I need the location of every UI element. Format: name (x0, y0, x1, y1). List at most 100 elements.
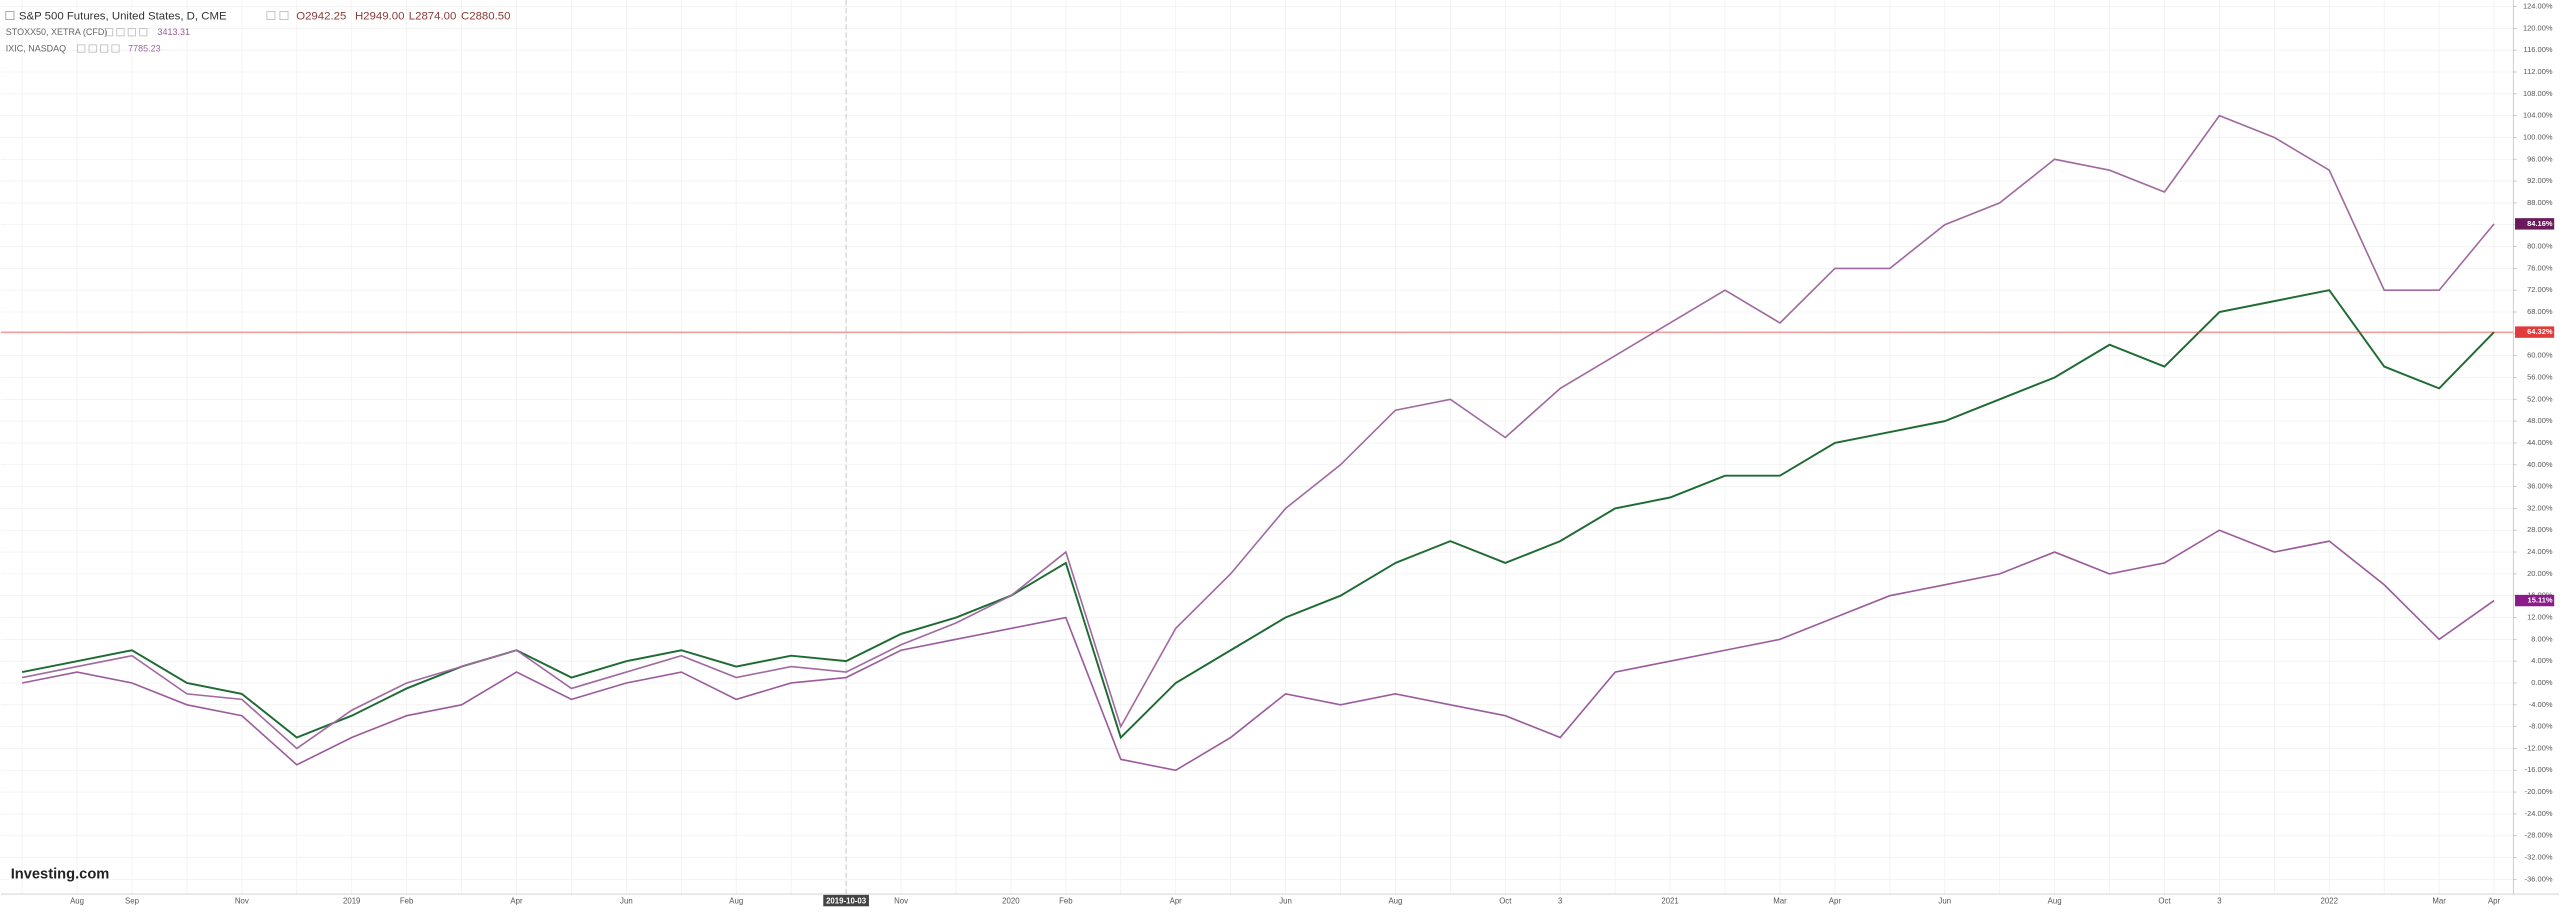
x-tick-label: Aug (1388, 896, 1402, 905)
x-tick-label: 2021 (1661, 896, 1678, 905)
icon[interactable] (100, 44, 109, 53)
icon[interactable] (88, 44, 97, 53)
x-tick-label: Apr (510, 896, 523, 905)
x-tick-label: Mar (2432, 896, 2446, 905)
y-tick-label: 0.00% (2531, 678, 2553, 687)
ohlc: H2949.00 (355, 10, 404, 22)
ohlc: C2880.50 (461, 10, 510, 22)
icon[interactable] (127, 28, 136, 37)
price-badge-label: 64.32% (2527, 327, 2553, 336)
y-tick-label: 44.00% (2527, 438, 2553, 447)
crosshair-label-bg (823, 894, 869, 907)
legend-series: IXIC, NASDAQ (6, 43, 66, 53)
x-tick-label: Apr (2488, 896, 2501, 905)
y-tick-label: -28.00% (2525, 831, 2553, 840)
x-tick-label: Nov (894, 896, 908, 905)
y-tick-label: -4.00% (2529, 700, 2553, 709)
x-tick-label: Feb (1059, 896, 1073, 905)
y-tick-label: -16.00% (2525, 765, 2553, 774)
y-tick-label: -32.00% (2525, 853, 2553, 862)
x-tick-label: Jun (620, 896, 633, 905)
icon[interactable] (139, 28, 148, 37)
x-tick-label: Sep (125, 896, 140, 905)
y-tick-label: 36.00% (2527, 482, 2553, 491)
y-tick-label: 32.00% (2527, 503, 2553, 512)
price-badge-label: 15.11% (2528, 596, 2553, 605)
x-axis: Aug Sep Nov 2019 Feb Apr Jun Aug 2019-10-03 Nov 20… (70, 894, 2501, 907)
y-tick-label: -36.00% (2525, 874, 2553, 883)
series-line (21, 289, 2495, 740)
icon[interactable] (266, 11, 276, 20)
series-line (21, 529, 2495, 772)
icon[interactable] (77, 44, 86, 53)
x-tick-label: Aug (2048, 896, 2062, 905)
y-tick-label: 108.00% (2523, 89, 2553, 98)
y-tick-label: 28.00% (2527, 525, 2553, 534)
y-tick-label: 12.00% (2527, 613, 2553, 622)
last-price: 3413.31 (158, 27, 190, 37)
x-tick-label: 3 (2217, 896, 2222, 905)
logo: Investing.com (11, 866, 110, 882)
price-badge (2515, 594, 2555, 607)
last-price: 7785.23 (128, 43, 160, 53)
series-line (21, 114, 2495, 750)
y-axis: -36.00% -32.00% -28.00% -24.00% -20.00% -16.0… (2513, 2, 2555, 883)
y-tick-label: 60.00% (2527, 351, 2553, 360)
legend-main: S&P 500 Futures, United States, D, CME (19, 10, 227, 22)
x-tick-label: Jun (1279, 896, 1292, 905)
grid (0, 0, 2514, 895)
price-badge (2515, 326, 2555, 338)
y-tick-label: -8.00% (2529, 722, 2553, 731)
price-badge (2515, 218, 2555, 230)
y-tick-label: 20.00% (2527, 569, 2553, 578)
y-tick-label: -12.00% (2525, 743, 2553, 752)
y-tick-label: -24.00% (2525, 809, 2553, 818)
x-tick-label: Jun (1938, 896, 1951, 905)
x-tick-label: Apr (1829, 896, 1842, 905)
y-tick-label: 80.00% (2527, 242, 2553, 251)
x-tick-label: Apr (1170, 896, 1183, 905)
y-tick-label: 124.00% (2523, 2, 2553, 11)
x-tick-label: 2019-10-03 (826, 896, 867, 905)
x-tick-label: 3 (1558, 896, 1563, 905)
y-tick-label: 72.00% (2527, 285, 2553, 294)
y-tick-label: 8.00% (2531, 634, 2553, 643)
x-tick-label: Feb (400, 896, 414, 905)
y-tick-label: 40.00% (2527, 460, 2553, 469)
ohlc: O2942.25 (296, 10, 346, 22)
ohlc: L2874.00 (409, 10, 457, 22)
x-tick-label: Oct (1499, 896, 1512, 905)
y-tick-label: 100.00% (2523, 132, 2553, 141)
y-tick-label: 92.00% (2527, 176, 2553, 185)
legend-series: STOXX50, XETRA (CFD) (6, 27, 108, 37)
collapse-icon[interactable] (5, 11, 15, 20)
y-tick-label: 88.00% (2527, 198, 2553, 207)
y-tick-label: 68.00% (2527, 307, 2553, 316)
x-tick-label: Nov (235, 896, 249, 905)
y-tick-label: 96.00% (2527, 154, 2553, 163)
icon[interactable] (104, 28, 114, 37)
x-tick-label: 2019 (343, 896, 360, 905)
y-tick-label: 116.00% (2523, 45, 2552, 54)
y-tick-label: 48.00% (2527, 416, 2553, 425)
y-tick-label: 112.00% (2523, 67, 2552, 76)
price-badge-label: 84.16% (2527, 219, 2553, 228)
y-tick-label: 120.00% (2523, 23, 2553, 32)
x-tick-label: Aug (729, 896, 743, 905)
y-tick-label: 56.00% (2527, 372, 2553, 381)
y-tick-label: 76.00% (2527, 263, 2553, 272)
icon[interactable] (116, 28, 125, 37)
icon[interactable] (111, 44, 120, 53)
x-tick-label: 2020 (1002, 896, 1020, 905)
x-tick-label: Aug (70, 896, 84, 905)
y-tick-label: 4.00% (2531, 656, 2553, 665)
y-tick-label: 52.00% (2527, 394, 2553, 403)
y-tick-label: -20.00% (2525, 787, 2553, 796)
icon[interactable] (279, 11, 289, 20)
x-tick-label: Oct (2158, 896, 2171, 905)
y-tick-label: 24.00% (2527, 547, 2553, 556)
legend: S&P 500 Futures, United States, D, CME O… (5, 10, 510, 53)
